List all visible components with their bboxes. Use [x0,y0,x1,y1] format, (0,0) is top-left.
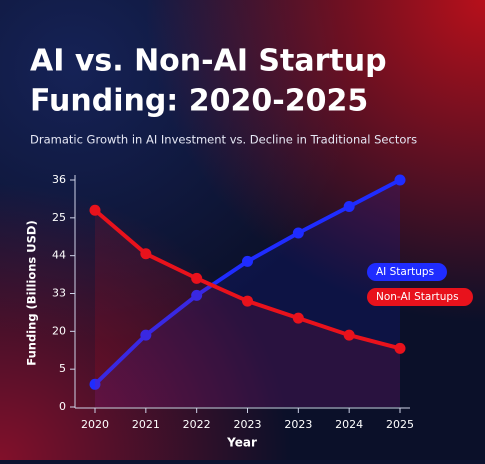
point [292,227,304,239]
point [242,295,253,307]
y-tick-label: 25 [52,211,66,224]
x-tick-label: 2021 [132,418,160,431]
chart-subtitle: Dramatic Growth in AI Investment vs. Dec… [30,133,417,147]
chart-title: Funding: 2020-2025 [30,84,368,119]
y-tick-label: 44 [52,249,66,262]
x-axis-label: Year [226,436,257,450]
point [394,342,406,354]
chart-title: AI vs. Non-AI Startup [30,44,387,79]
point [343,200,355,212]
y-tick-label: 36 [52,173,66,186]
y-tick-label: 20 [52,324,66,337]
y-tick-label: 33 [52,287,66,300]
point [140,329,152,341]
point [394,174,406,186]
point [89,204,101,216]
legend-label: Non-AI Startups [376,291,459,303]
y-tick-label: 5 [59,362,66,375]
legend-label: AI Startups [376,266,434,278]
y-tick-label: 0 [59,400,66,413]
point [191,289,203,301]
point [242,255,253,267]
x-tick-label: 2023 [234,418,262,431]
y-axis-label: Funding (Billions USD) [25,220,39,365]
x-tick-label: 2020 [81,418,109,431]
legend-pill [367,288,473,306]
point [343,329,355,341]
point [191,272,203,284]
point [140,248,152,260]
point [89,378,101,390]
legend-pill [367,263,447,281]
x-tick-label: 2022 [183,418,211,431]
x-tick-label: 2023 [284,418,312,431]
area [95,180,400,407]
x-tick-label: 2025 [386,418,414,431]
area [95,210,400,407]
point [292,312,304,324]
x-tick-label: 2024 [335,418,363,431]
